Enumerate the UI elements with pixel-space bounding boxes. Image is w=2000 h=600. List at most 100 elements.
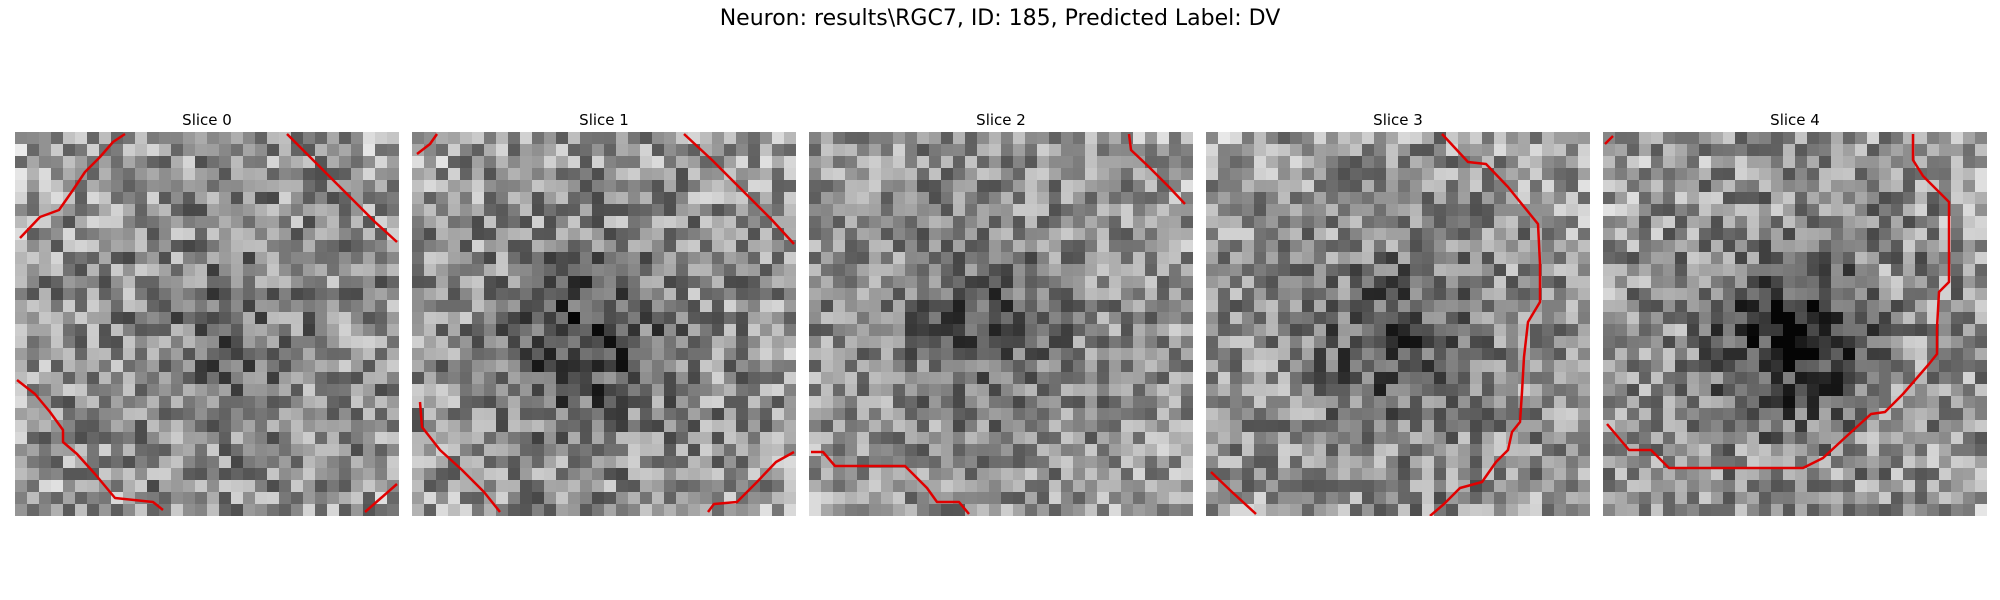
pixel (1025, 372, 1038, 385)
pixel (496, 444, 509, 457)
pixel (724, 348, 737, 361)
pixel (1374, 180, 1387, 193)
pixel (881, 204, 894, 217)
pixel (1302, 240, 1315, 253)
pixel (676, 324, 689, 337)
pixel (207, 336, 220, 349)
pixel (1975, 264, 1987, 277)
pixel (315, 492, 328, 505)
pixel (760, 156, 773, 169)
pixel (977, 156, 990, 169)
pixel (1218, 216, 1231, 229)
pixel (989, 432, 1002, 445)
pixel (63, 492, 76, 505)
pixel (1206, 276, 1219, 289)
pixel (1566, 468, 1579, 481)
pixel (123, 144, 136, 157)
pixel (809, 468, 822, 481)
pixel (1206, 228, 1219, 241)
pixel (712, 468, 725, 481)
pixel (375, 144, 388, 157)
pixel (833, 180, 846, 193)
pixel (1615, 372, 1628, 385)
pixel (15, 336, 28, 349)
pixel (965, 240, 978, 253)
pixel (1795, 204, 1808, 217)
pixel (279, 444, 292, 457)
pixel (1542, 312, 1555, 325)
pixel (1326, 300, 1339, 313)
pixel (1338, 444, 1351, 457)
pixel (484, 408, 497, 421)
pixel (1975, 336, 1987, 349)
pixel (784, 192, 796, 205)
pixel (1891, 300, 1904, 313)
pixel (941, 276, 954, 289)
pixel (568, 504, 581, 516)
pixel (1747, 156, 1760, 169)
pixel (111, 228, 124, 241)
pixel (1735, 144, 1748, 157)
pixel (1747, 240, 1760, 253)
pixel (1025, 396, 1038, 409)
pixel (135, 348, 148, 361)
pixel (255, 252, 268, 265)
slice-panel-1: Slice 1 (412, 108, 796, 516)
pixel (1181, 264, 1193, 277)
pixel (1867, 432, 1880, 445)
pixel (1206, 264, 1219, 277)
pixel (1242, 480, 1255, 493)
pixel (1230, 132, 1243, 145)
pixel (1903, 264, 1916, 277)
pixel (195, 492, 208, 505)
pixel (15, 324, 28, 337)
pixel (1578, 468, 1590, 481)
pixel (977, 360, 990, 373)
pixel (147, 444, 160, 457)
pixel (484, 312, 497, 325)
pixel (255, 264, 268, 277)
pixel (953, 384, 966, 397)
pixel (219, 420, 232, 433)
pixel (255, 456, 268, 469)
pixel (1133, 336, 1146, 349)
pixel (1001, 180, 1014, 193)
pixel (784, 432, 796, 445)
pixel (568, 360, 581, 373)
pixel (1338, 360, 1351, 373)
pixel (676, 288, 689, 301)
pixel (544, 288, 557, 301)
pixel (700, 384, 713, 397)
pixel (1759, 288, 1772, 301)
pixel (351, 312, 364, 325)
pixel (1615, 228, 1628, 241)
pixel (1314, 240, 1327, 253)
pixel (363, 276, 376, 289)
pixel (1037, 372, 1050, 385)
pixel (1975, 372, 1987, 385)
pixel (1434, 300, 1447, 313)
pixel (255, 432, 268, 445)
pixel (1133, 300, 1146, 313)
pixel (1807, 336, 1820, 349)
pixel (1362, 384, 1375, 397)
pixel (267, 372, 280, 385)
pixel (351, 348, 364, 361)
pixel (664, 192, 677, 205)
pixel (760, 432, 773, 445)
pixel (1242, 360, 1255, 373)
pixel (652, 288, 665, 301)
pixel (123, 360, 136, 373)
pixel (1651, 156, 1664, 169)
pixel (1711, 324, 1724, 337)
pixel (1494, 288, 1507, 301)
pixel (75, 444, 88, 457)
pixel (821, 384, 834, 397)
pixel (1290, 456, 1303, 469)
pixel (1206, 156, 1219, 169)
pixel (1025, 408, 1038, 421)
pixel (544, 324, 557, 337)
pixel (1566, 312, 1579, 325)
pixel (1711, 432, 1724, 445)
pixel (760, 204, 773, 217)
